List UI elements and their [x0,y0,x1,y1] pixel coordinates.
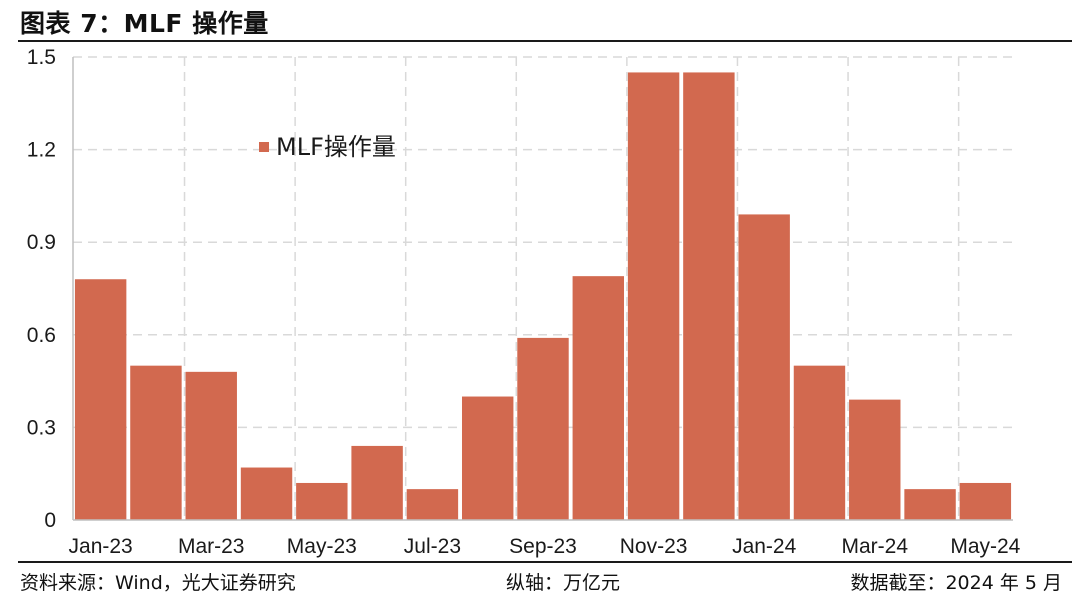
y-tick-labels: 0 0.3 0.6 0.9 1.2 1.5 [27,46,56,532]
bar-oct-23 [572,276,625,520]
bar-jan-24 [738,214,790,521]
y-tick-label: 0 [44,509,56,532]
bar-feb-24 [793,365,846,520]
bar-dec-23 [683,72,735,520]
x-tick-label: Sep-23 [509,535,577,558]
y-tick-label: 1.5 [27,46,56,69]
y-tick-label: 0.9 [27,231,56,254]
bar-sep-23 [517,337,569,520]
x-tick-label: Nov-23 [620,535,688,558]
bar-apr-24 [904,489,956,520]
footer-divider [18,561,1072,563]
bar-mar-23 [185,371,237,520]
bar-feb-23 [130,365,182,520]
legend-label: MLF操作量 [276,133,396,161]
x-tick-labels: Jan-23 Mar-23 May-23 Jul-23 Sep-23 Nov-23 Jan-… [69,535,1021,558]
bar-jan-23 [74,279,127,520]
bar-nov-23 [627,72,680,520]
bar-may-23 [296,482,348,520]
bar-mar-24 [849,399,901,520]
unit-note: 纵轴：万亿元 [506,572,621,594]
y-tick-label: 1.2 [27,139,56,162]
legend-swatch [259,142,269,152]
title-divider [18,40,1072,42]
y-tick-label: 0.3 [27,416,56,439]
y-tick-label: 0.6 [27,324,56,347]
x-tick-label: May-24 [950,535,1020,558]
bar-may-24 [959,482,1012,520]
bar-jul-23 [406,489,459,520]
source-note: 资料来源：Wind，光大证券研究 [20,572,296,594]
chart-title: 图表 7：MLF 操作量 [20,9,269,38]
x-tick-label: Mar-24 [841,535,908,558]
bars [74,72,1012,521]
gridlines [73,56,1013,520]
x-tick-label: Jan-24 [732,535,797,558]
x-tick-label: Mar-23 [178,535,245,558]
legend: MLF操作量 [259,133,396,161]
bar-apr-23 [240,467,293,520]
axes [72,57,1013,521]
date-note: 数据截至：2024 年 5 月 [850,572,1062,594]
x-tick-label: Jul-23 [404,535,461,558]
bar-aug-23 [461,396,514,520]
bar-jun-23 [351,445,403,520]
x-tick-label: Jan-23 [69,535,133,558]
x-tick-label: May-23 [287,535,357,558]
